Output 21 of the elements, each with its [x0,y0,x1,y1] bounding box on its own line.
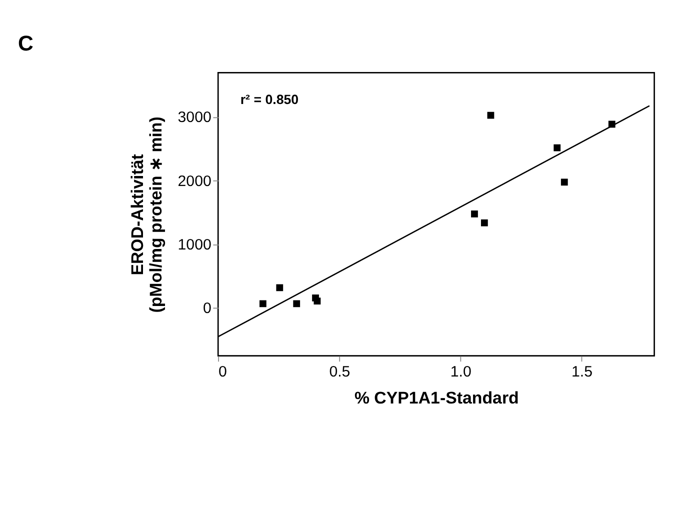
point [293,300,300,308]
y-axis-title: EROD-Aktivität (pMol/mg protein ∗ min) [128,116,166,313]
y-tick-label: 1000 [178,236,212,254]
x-axis-title: % CYP1A1-Standard [354,388,519,408]
point [314,298,321,305]
y-tick-label: 3000 [178,109,212,126]
y-tick-label: 0 [203,300,212,317]
x-tick-label: 0.5 [329,364,350,381]
point [259,300,266,308]
text: C [18,31,34,56]
point [554,144,561,152]
y-tick-label: 2000 [178,172,212,190]
x-tick-label: 1.5 [572,364,593,381]
point [487,112,494,119]
point [276,284,284,292]
point [480,219,488,226]
point [471,210,478,218]
point [560,178,568,186]
annotation: r² = 0.850 [240,92,299,107]
x-tick-label: 1.0 [450,364,472,381]
x-tick-label: 0 [218,364,227,381]
